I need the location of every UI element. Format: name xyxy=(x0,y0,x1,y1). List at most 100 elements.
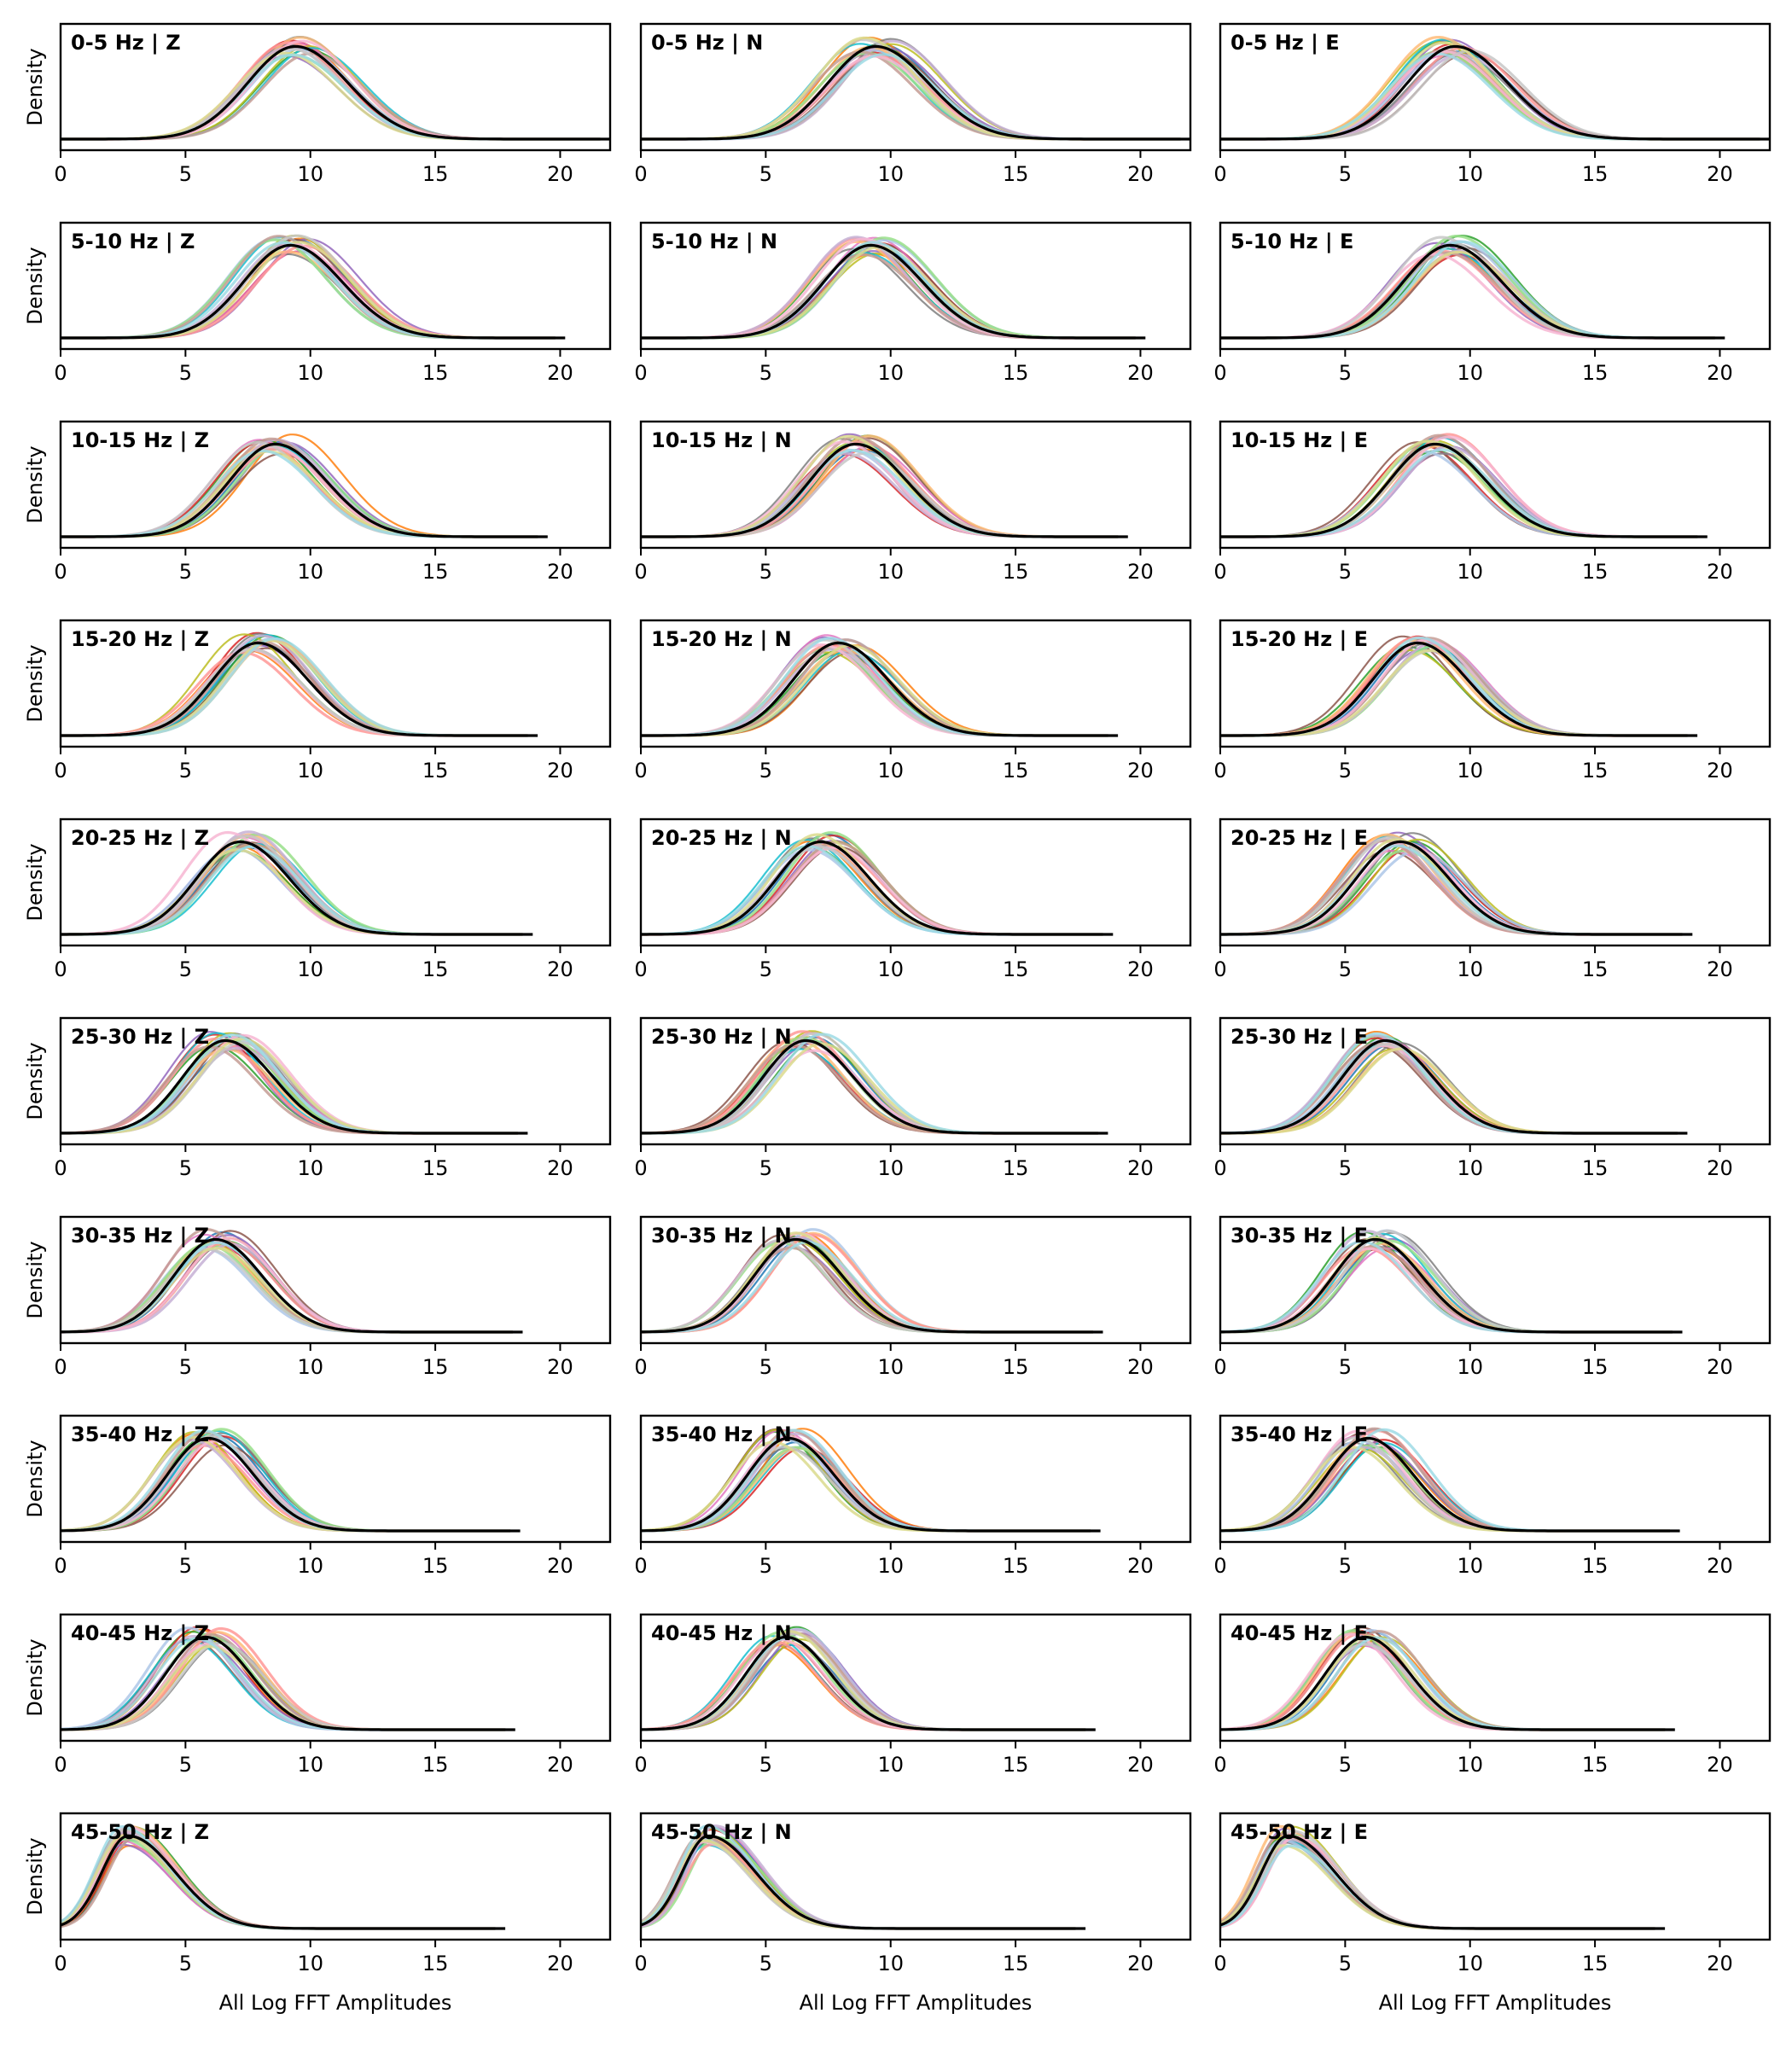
series-line-14 xyxy=(1220,1838,1655,1930)
density-curves xyxy=(1220,831,1693,936)
density-curves xyxy=(61,830,533,936)
x-tick-label: 20 xyxy=(547,1753,573,1777)
y-axis-label: Density xyxy=(23,1837,47,1915)
density-curves xyxy=(1220,1626,1675,1731)
panel-5-N: 25-30 Hz | N 0 5 10 15 20 xyxy=(634,1016,1192,1180)
series-line-15 xyxy=(1220,251,1715,340)
x-tick-label: 0 xyxy=(634,1554,647,1578)
x-tick-label: 15 xyxy=(422,1554,449,1578)
panel-title: 30-35 Hz | E xyxy=(1231,1224,1368,1248)
series-line-10 xyxy=(61,1836,496,1930)
panel-0-Z: 0-5 Hz | Z Density 0 5 10 15 20 xyxy=(23,22,612,186)
panel-title: 5-10 Hz | E xyxy=(1231,230,1353,253)
x-tick-label: 5 xyxy=(179,957,192,981)
x-tick-label: 5 xyxy=(1339,1355,1352,1379)
x-tick-label: 5 xyxy=(1339,759,1352,783)
panel-1-N: 5-10 Hz | N 0 5 10 15 20 xyxy=(634,221,1192,385)
x-tick-label: 15 xyxy=(1582,957,1609,981)
x-tick-label: 15 xyxy=(1003,1554,1029,1578)
x-tick-label: 0 xyxy=(54,361,67,385)
x-tick-label: 10 xyxy=(297,162,323,186)
panel-8-N: 40-45 Hz | N 0 5 10 15 20 xyxy=(634,1613,1192,1777)
x-tick-label: 15 xyxy=(1582,1355,1609,1379)
series-line-17 xyxy=(641,1238,1093,1334)
x-tick-label: 15 xyxy=(1003,560,1029,584)
density-curves xyxy=(61,1626,515,1731)
x-tick-label: 5 xyxy=(179,759,192,783)
x-tick-label: 5 xyxy=(1339,1554,1352,1578)
x-tick-label: 20 xyxy=(1127,1554,1154,1578)
panel-0-N: 0-5 Hz | N 0 5 10 15 20 xyxy=(634,22,1192,186)
series-line-13 xyxy=(641,643,1108,737)
panel-2-Z: 10-15 Hz | Z Density 0 5 10 15 20 xyxy=(23,420,612,584)
series-line-15 xyxy=(61,1836,496,1930)
series-line-3 xyxy=(641,453,1119,538)
x-tick-label: 20 xyxy=(1707,759,1733,783)
density-curves xyxy=(61,234,566,340)
x-tick-label: 10 xyxy=(1457,1952,1483,1975)
x-tick-label: 5 xyxy=(1339,162,1352,186)
series-line-18 xyxy=(641,1839,1076,1930)
mean-line xyxy=(641,1039,1108,1135)
series-line-13 xyxy=(1220,249,1715,340)
x-tick-label: 10 xyxy=(877,1156,904,1180)
x-tick-label: 10 xyxy=(297,1355,323,1379)
density-curves xyxy=(1220,635,1698,737)
series-line-19 xyxy=(1220,448,1698,538)
panel-frame xyxy=(639,1812,1192,1941)
y-axis-label: Density xyxy=(23,445,47,523)
x-tick-label: 5 xyxy=(759,162,772,186)
x-tick-label: 20 xyxy=(1127,1156,1154,1180)
x-tick-label: 0 xyxy=(634,560,647,584)
series-line-5 xyxy=(61,1832,496,1930)
mean-line xyxy=(1220,1237,1683,1334)
series-line-15 xyxy=(641,1834,1076,1930)
panel-frame xyxy=(59,1215,612,1345)
x-axis-label: All Log FFT Amplitudes xyxy=(1379,1991,1612,2015)
mean-line xyxy=(641,1237,1103,1334)
series-line-14 xyxy=(641,39,1181,141)
series-line-19 xyxy=(641,53,1181,141)
panel-title: 5-10 Hz | N xyxy=(651,230,777,253)
panel-6-Z: 30-35 Hz | Z Density 0 5 10 15 20 xyxy=(23,1215,612,1379)
series-line-10 xyxy=(641,1837,1076,1930)
x-tick-label: 0 xyxy=(54,162,67,186)
x-tick-label: 5 xyxy=(1339,1156,1352,1180)
series-line-9 xyxy=(641,1844,1076,1930)
series-line-10 xyxy=(1220,450,1698,538)
x-tick-label: 20 xyxy=(1127,1753,1154,1777)
density-curves xyxy=(1220,1427,1680,1533)
x-tick-label: 15 xyxy=(1582,759,1609,783)
panel-title: 5-10 Hz | Z xyxy=(71,230,195,253)
x-tick-label: 15 xyxy=(1003,1952,1029,1975)
panel-frame xyxy=(639,22,1192,152)
x-tick-label: 15 xyxy=(422,560,449,584)
mean-line xyxy=(61,1237,523,1334)
x-tick-label: 5 xyxy=(179,560,192,584)
panel-frame xyxy=(1219,817,1772,947)
x-tick-label: 5 xyxy=(179,1554,192,1578)
y-axis-label: Density xyxy=(23,644,47,722)
x-tick-label: 5 xyxy=(179,361,192,385)
series-line-2 xyxy=(641,1841,1076,1930)
x-tick-label: 10 xyxy=(1457,162,1483,186)
panel-3-Z: 15-20 Hz | Z Density 0 5 10 15 20 xyxy=(23,619,612,783)
series-line-5 xyxy=(641,1836,1076,1930)
y-axis-label: Density xyxy=(23,843,47,921)
x-tick-label: 0 xyxy=(634,957,647,981)
mean-line xyxy=(61,44,610,141)
panel-frame xyxy=(59,817,612,947)
series-line-16 xyxy=(1220,253,1715,340)
mean-line xyxy=(61,641,538,737)
series-line-13 xyxy=(1220,46,1760,141)
series-line-2 xyxy=(1220,450,1698,538)
series-line-18 xyxy=(61,450,538,538)
series-line-1 xyxy=(641,644,1108,737)
x-tick-label: 5 xyxy=(759,1554,772,1578)
x-tick-label: 5 xyxy=(1339,1753,1352,1777)
x-tick-label: 20 xyxy=(1127,361,1154,385)
series-line-14 xyxy=(641,648,1108,737)
x-tick-label: 5 xyxy=(759,957,772,981)
x-tick-label: 10 xyxy=(1457,560,1483,584)
panel-6-N: 30-35 Hz | N 0 5 10 15 20 xyxy=(634,1215,1192,1379)
